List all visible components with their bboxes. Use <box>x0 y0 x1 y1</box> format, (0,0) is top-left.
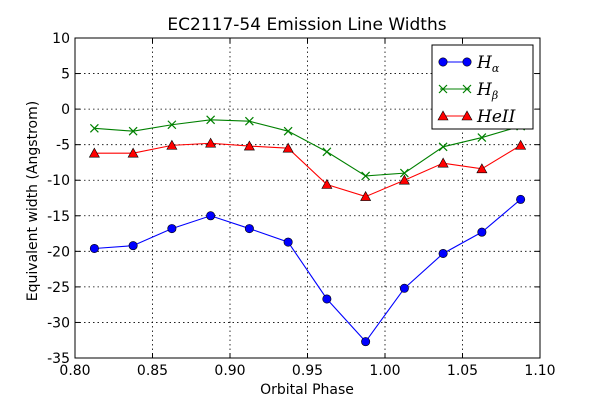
legend-label-main: H <box>476 80 493 100</box>
y-tick-label: 10 <box>52 31 70 47</box>
data-point <box>244 116 254 126</box>
y-tick-label: 5 <box>61 67 70 83</box>
data-point <box>438 142 448 152</box>
legend-label-subscript: β <box>491 89 498 102</box>
x-tick-label: 1.10 <box>524 363 555 379</box>
data-point <box>360 190 372 201</box>
data-point <box>128 241 138 251</box>
x-tick-label: 0.90 <box>214 363 245 379</box>
legend-marker-left <box>438 57 448 67</box>
data-point <box>166 139 178 150</box>
data-point <box>399 168 409 178</box>
data-point <box>515 139 527 150</box>
legend-marker-left <box>438 84 448 94</box>
data-point <box>399 283 409 293</box>
data-point <box>398 174 410 185</box>
legend-marker-right <box>462 84 472 94</box>
x-tick-label: 0.95 <box>292 363 323 379</box>
y-tick-label: 0 <box>61 102 70 118</box>
legend-label: Hβ <box>476 80 498 102</box>
data-point <box>283 126 293 136</box>
data-point <box>437 157 449 168</box>
y-tick-label: -30 <box>47 315 70 331</box>
data-point <box>476 163 488 174</box>
data-point <box>477 133 487 142</box>
data-point <box>88 147 100 158</box>
data-point <box>128 126 138 136</box>
legend-entry: Hβ <box>438 80 498 102</box>
series-line <box>94 119 521 177</box>
data-point <box>283 237 293 247</box>
legend-label-subscript: α <box>492 62 500 75</box>
legend-label-main: H <box>476 53 493 73</box>
y-tick-label: -35 <box>47 351 70 367</box>
ticks: 0.80 0.85 0.90 0.95 1.00 1.05 1.10 10 5 0 -5 -10 -15… <box>47 31 555 379</box>
data-point <box>361 171 371 181</box>
y-tick-label: -15 <box>47 209 70 225</box>
y-tick-label: -20 <box>47 244 70 260</box>
data-point <box>167 224 177 234</box>
series-0 <box>89 194 526 347</box>
data-point <box>361 337 371 347</box>
data-point <box>167 120 177 130</box>
data-point <box>89 123 99 133</box>
data-point <box>282 142 294 153</box>
x-tick-label: 0.80 <box>59 363 90 379</box>
legend-marker-left <box>437 110 449 121</box>
legend-label: Hα <box>476 53 500 75</box>
data-point <box>206 115 216 125</box>
x-tick-label: 1.00 <box>369 363 400 379</box>
data-point <box>243 140 255 151</box>
legend-marker-right <box>461 110 473 121</box>
series-2 <box>88 137 527 201</box>
series-1 <box>89 115 526 181</box>
series-line <box>94 199 521 343</box>
data-point <box>206 211 216 221</box>
chart-title: EC2117-54 Emission Line Widths <box>167 15 446 35</box>
y-tick-label: -10 <box>47 173 70 189</box>
data-point <box>477 227 487 237</box>
legend-entry: Hα <box>438 53 500 75</box>
x-axis-title: Orbital Phase <box>260 382 354 398</box>
data-point <box>244 224 254 234</box>
legend-box <box>431 44 534 130</box>
x-tick-label: 0.85 <box>137 363 168 379</box>
x-tick-label: 1.05 <box>447 363 478 379</box>
legend-entry: HeII <box>437 107 516 127</box>
y-tick-label: -25 <box>47 280 70 296</box>
series-line <box>94 142 521 198</box>
data-point <box>321 178 333 189</box>
legend-label-main: HeII <box>476 107 516 127</box>
data-point <box>127 147 139 158</box>
legend-marker-right <box>462 57 472 67</box>
data-point <box>322 294 332 304</box>
data-point <box>438 248 448 258</box>
data-point <box>205 137 217 148</box>
data-point <box>516 194 526 204</box>
y-tick-label: -5 <box>56 138 70 154</box>
y-axis-title: Equivalent width (Angstrom) <box>25 101 41 301</box>
data-point <box>89 243 99 253</box>
series-layer <box>88 115 527 347</box>
data-point <box>322 147 332 157</box>
legend-label: HeII <box>476 107 516 127</box>
